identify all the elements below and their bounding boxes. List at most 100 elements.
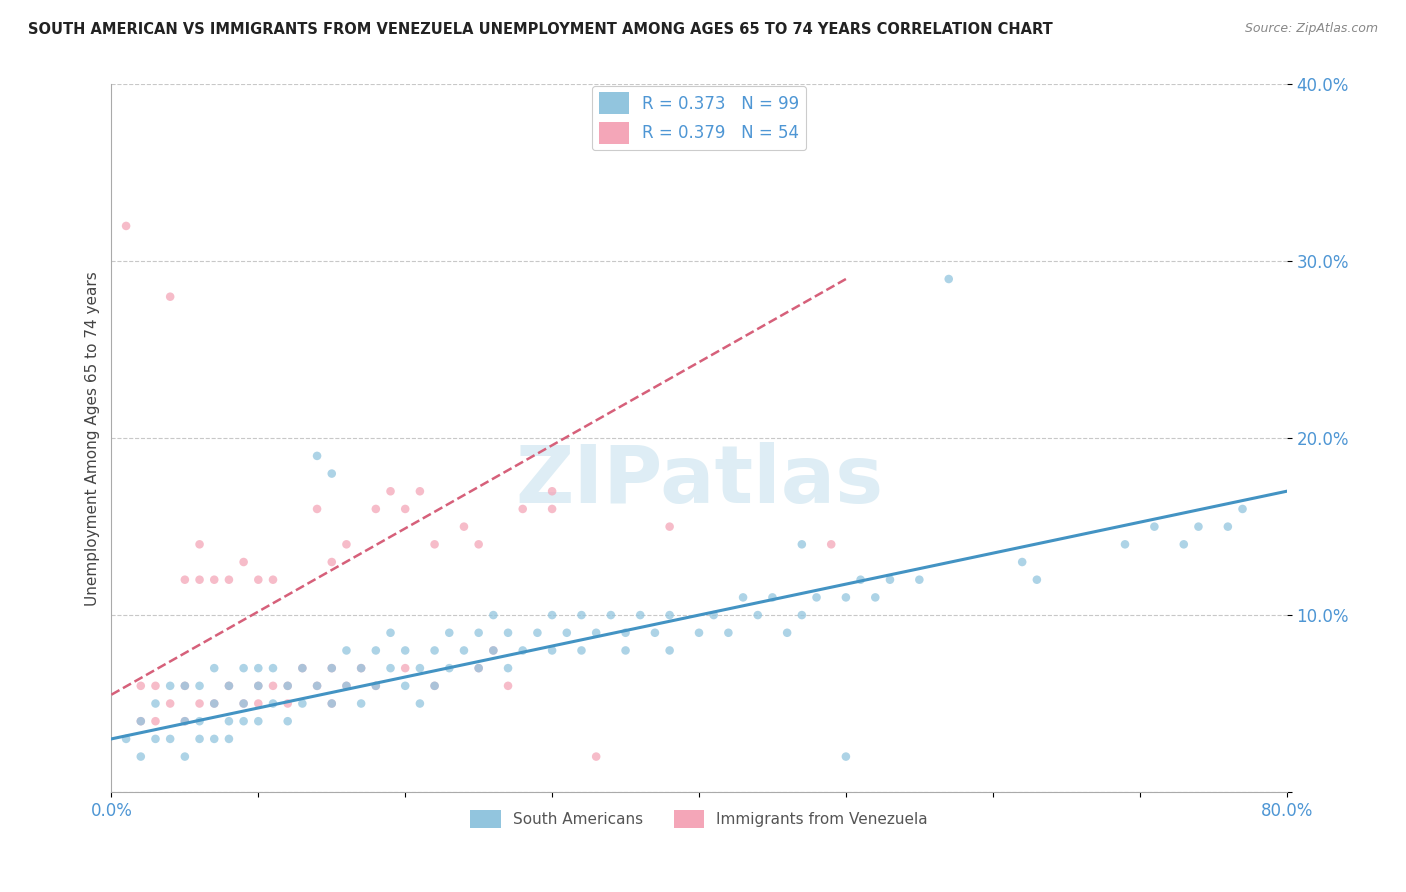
Point: [496, 661, 519, 675]
Point: [658, 643, 681, 657]
Point: [585, 625, 607, 640]
Point: [409, 697, 432, 711]
Point: [159, 290, 181, 304]
Point: [350, 661, 373, 675]
Point: [482, 643, 505, 657]
Point: [1025, 573, 1047, 587]
Point: [364, 679, 387, 693]
Point: [202, 697, 225, 711]
Point: [115, 731, 138, 746]
Point: [541, 643, 564, 657]
Point: [496, 679, 519, 693]
Point: [364, 643, 387, 657]
Point: [423, 679, 446, 693]
Point: [423, 679, 446, 693]
Point: [202, 573, 225, 587]
Point: [599, 608, 621, 623]
Point: [218, 679, 240, 693]
Point: [790, 537, 813, 551]
Text: SOUTH AMERICAN VS IMMIGRANTS FROM VENEZUELA UNEMPLOYMENT AMONG AGES 65 TO 74 YEA: SOUTH AMERICAN VS IMMIGRANTS FROM VENEZU…: [28, 22, 1053, 37]
Point: [496, 625, 519, 640]
Point: [188, 697, 211, 711]
Point: [482, 643, 505, 657]
Point: [129, 714, 152, 729]
Point: [335, 679, 357, 693]
Point: [482, 608, 505, 623]
Point: [1173, 537, 1195, 551]
Point: [188, 731, 211, 746]
Point: [908, 573, 931, 587]
Point: [277, 714, 299, 729]
Point: [614, 625, 637, 640]
Point: [159, 679, 181, 693]
Point: [202, 697, 225, 711]
Point: [409, 661, 432, 675]
Point: [277, 679, 299, 693]
Point: [938, 272, 960, 286]
Point: [145, 714, 167, 729]
Point: [232, 555, 254, 569]
Point: [541, 484, 564, 499]
Point: [423, 537, 446, 551]
Point: [350, 661, 373, 675]
Point: [188, 714, 211, 729]
Point: [129, 679, 152, 693]
Legend: South Americans, Immigrants from Venezuela: South Americans, Immigrants from Venezue…: [464, 804, 934, 834]
Point: [380, 484, 402, 499]
Point: [202, 731, 225, 746]
Point: [247, 714, 270, 729]
Point: [658, 608, 681, 623]
Point: [188, 679, 211, 693]
Point: [291, 661, 314, 675]
Point: [1011, 555, 1033, 569]
Point: [879, 573, 901, 587]
Point: [467, 661, 489, 675]
Point: [1216, 519, 1239, 533]
Text: ZIPatlas: ZIPatlas: [515, 442, 883, 520]
Point: [512, 643, 534, 657]
Point: [541, 608, 564, 623]
Point: [232, 697, 254, 711]
Point: [247, 679, 270, 693]
Point: [173, 714, 195, 729]
Point: [394, 661, 416, 675]
Point: [218, 573, 240, 587]
Point: [145, 679, 167, 693]
Point: [335, 537, 357, 551]
Point: [247, 679, 270, 693]
Point: [761, 591, 783, 605]
Point: [585, 749, 607, 764]
Point: [232, 697, 254, 711]
Point: [262, 679, 284, 693]
Point: [262, 661, 284, 675]
Point: [247, 661, 270, 675]
Point: [658, 519, 681, 533]
Point: [628, 608, 651, 623]
Point: [321, 697, 343, 711]
Point: [321, 661, 343, 675]
Point: [173, 749, 195, 764]
Point: [173, 679, 195, 693]
Point: [145, 731, 167, 746]
Point: [380, 661, 402, 675]
Point: [364, 502, 387, 516]
Point: [526, 625, 548, 640]
Point: [321, 697, 343, 711]
Point: [541, 502, 564, 516]
Point: [688, 625, 710, 640]
Point: [467, 625, 489, 640]
Point: [467, 537, 489, 551]
Point: [247, 697, 270, 711]
Point: [806, 591, 828, 605]
Point: [232, 714, 254, 729]
Point: [865, 591, 887, 605]
Point: [835, 749, 858, 764]
Point: [129, 749, 152, 764]
Point: [747, 608, 769, 623]
Point: [453, 643, 475, 657]
Point: [512, 502, 534, 516]
Point: [423, 643, 446, 657]
Point: [218, 679, 240, 693]
Point: [555, 625, 578, 640]
Point: [644, 625, 666, 640]
